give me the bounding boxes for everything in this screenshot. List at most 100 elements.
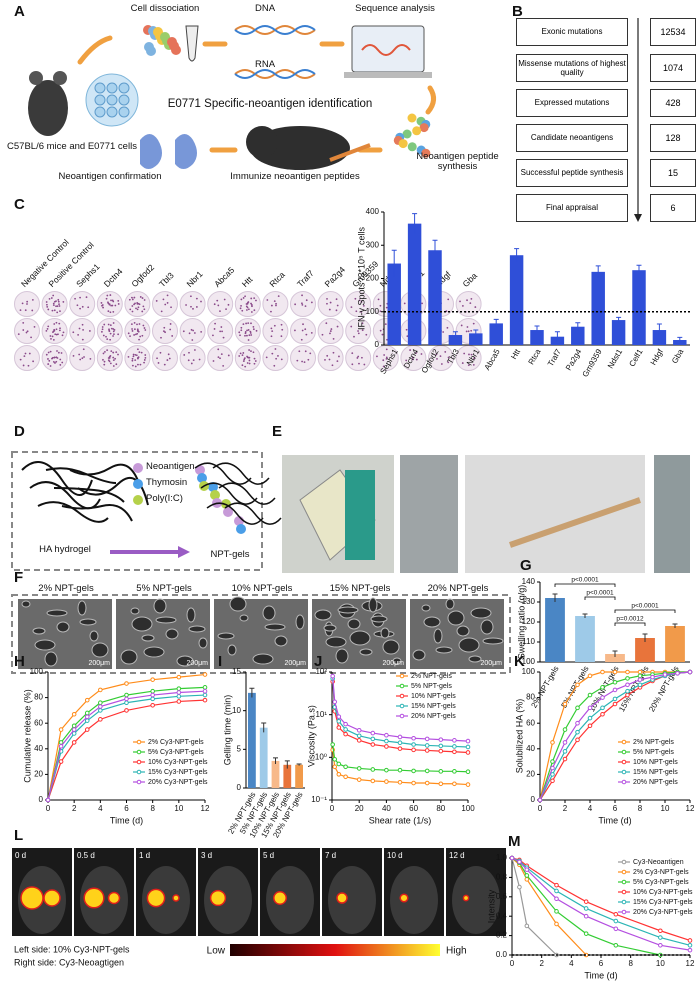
mouse-outline bbox=[328, 866, 376, 934]
spot bbox=[46, 303, 48, 306]
spot bbox=[298, 350, 301, 353]
spot bbox=[89, 357, 92, 360]
spot bbox=[195, 297, 198, 300]
scale-label: 200μm bbox=[284, 660, 306, 667]
spot bbox=[473, 357, 476, 360]
spot bbox=[58, 322, 61, 325]
spot bbox=[61, 334, 64, 337]
particle bbox=[236, 524, 246, 534]
y-tick-label: 0.6 bbox=[496, 892, 508, 901]
x-axis-label: Time (d) bbox=[584, 970, 617, 980]
polymer bbox=[61, 504, 133, 522]
spot bbox=[241, 309, 244, 312]
spot bbox=[102, 358, 104, 361]
point bbox=[625, 669, 630, 675]
pore bbox=[435, 646, 453, 654]
point bbox=[124, 681, 129, 686]
point bbox=[637, 673, 643, 679]
point bbox=[424, 748, 430, 753]
elispot-well bbox=[317, 291, 344, 317]
spot bbox=[190, 328, 193, 331]
pore bbox=[130, 607, 140, 615]
photo bbox=[465, 455, 645, 573]
spot bbox=[106, 349, 109, 352]
pore bbox=[421, 604, 431, 612]
pore bbox=[325, 636, 347, 648]
point bbox=[411, 742, 416, 747]
cell bbox=[94, 82, 106, 94]
legend-label: Thymosin bbox=[146, 477, 188, 488]
point bbox=[550, 759, 555, 764]
pore bbox=[229, 596, 247, 612]
pore bbox=[482, 637, 504, 645]
particle bbox=[223, 507, 233, 517]
spot bbox=[32, 360, 35, 363]
spot bbox=[78, 353, 81, 356]
schematic-label: Neoantigen peptide synthesis bbox=[416, 151, 499, 173]
spot bbox=[244, 334, 246, 337]
y-axis-label: IFN-γ Spots /3*10⁵ T cells bbox=[356, 227, 366, 330]
spot bbox=[328, 358, 331, 361]
error-bar bbox=[391, 249, 397, 277]
bar bbox=[271, 760, 280, 788]
spot bbox=[251, 305, 253, 308]
scale-label: 200μm bbox=[186, 660, 208, 667]
spot bbox=[52, 360, 55, 363]
spot bbox=[461, 362, 464, 364]
spot bbox=[27, 364, 30, 367]
cell bbox=[118, 106, 130, 118]
legend-marker bbox=[621, 739, 627, 745]
point bbox=[176, 699, 182, 704]
schematic-label: NPT-gels bbox=[210, 549, 250, 560]
y-tick-label: 40 bbox=[526, 744, 535, 753]
well-label: Dctn4 bbox=[102, 266, 125, 289]
spot bbox=[144, 329, 147, 331]
spot bbox=[131, 298, 134, 301]
spot bbox=[250, 334, 253, 336]
spot bbox=[110, 327, 113, 330]
spot bbox=[26, 300, 29, 303]
spot bbox=[385, 356, 388, 359]
spot bbox=[101, 304, 103, 307]
spot bbox=[270, 327, 273, 330]
photo bbox=[400, 455, 458, 573]
point bbox=[202, 692, 208, 698]
spot bbox=[249, 332, 252, 334]
y-tick-label: 15 bbox=[232, 667, 241, 676]
spot bbox=[354, 297, 357, 300]
dashed-frame bbox=[11, 451, 263, 571]
x-tick-label: 0 bbox=[510, 959, 515, 968]
spot bbox=[409, 349, 412, 351]
spot bbox=[330, 328, 333, 330]
spot bbox=[109, 362, 112, 365]
point bbox=[687, 938, 693, 943]
point bbox=[58, 727, 64, 732]
sem-label: 20% NPT-gels bbox=[427, 583, 489, 594]
spot bbox=[112, 359, 115, 362]
spot bbox=[376, 355, 378, 358]
point bbox=[575, 720, 580, 726]
spot bbox=[350, 325, 353, 328]
legend-marker bbox=[399, 673, 405, 679]
legend-icon bbox=[133, 495, 143, 505]
spot bbox=[47, 325, 50, 328]
well-label: Negative Control bbox=[19, 237, 71, 289]
well-label: Gba bbox=[461, 270, 480, 289]
bracket bbox=[614, 622, 646, 626]
spot bbox=[238, 355, 241, 357]
spot bbox=[265, 356, 268, 359]
spot bbox=[55, 321, 58, 324]
spot bbox=[213, 328, 216, 330]
spot bbox=[198, 358, 201, 361]
schematic-label: RNA bbox=[254, 59, 276, 70]
schematic-label: E0771 Specific-neoantigen identification bbox=[167, 98, 373, 110]
elispot-well bbox=[179, 345, 206, 371]
spot bbox=[305, 333, 308, 336]
point bbox=[517, 859, 522, 865]
spot bbox=[239, 352, 242, 355]
spot bbox=[377, 298, 380, 301]
x-tick-label: 6 bbox=[124, 804, 129, 813]
spot bbox=[329, 332, 331, 335]
y-tick-label: 10 bbox=[232, 706, 241, 715]
point bbox=[424, 743, 430, 748]
